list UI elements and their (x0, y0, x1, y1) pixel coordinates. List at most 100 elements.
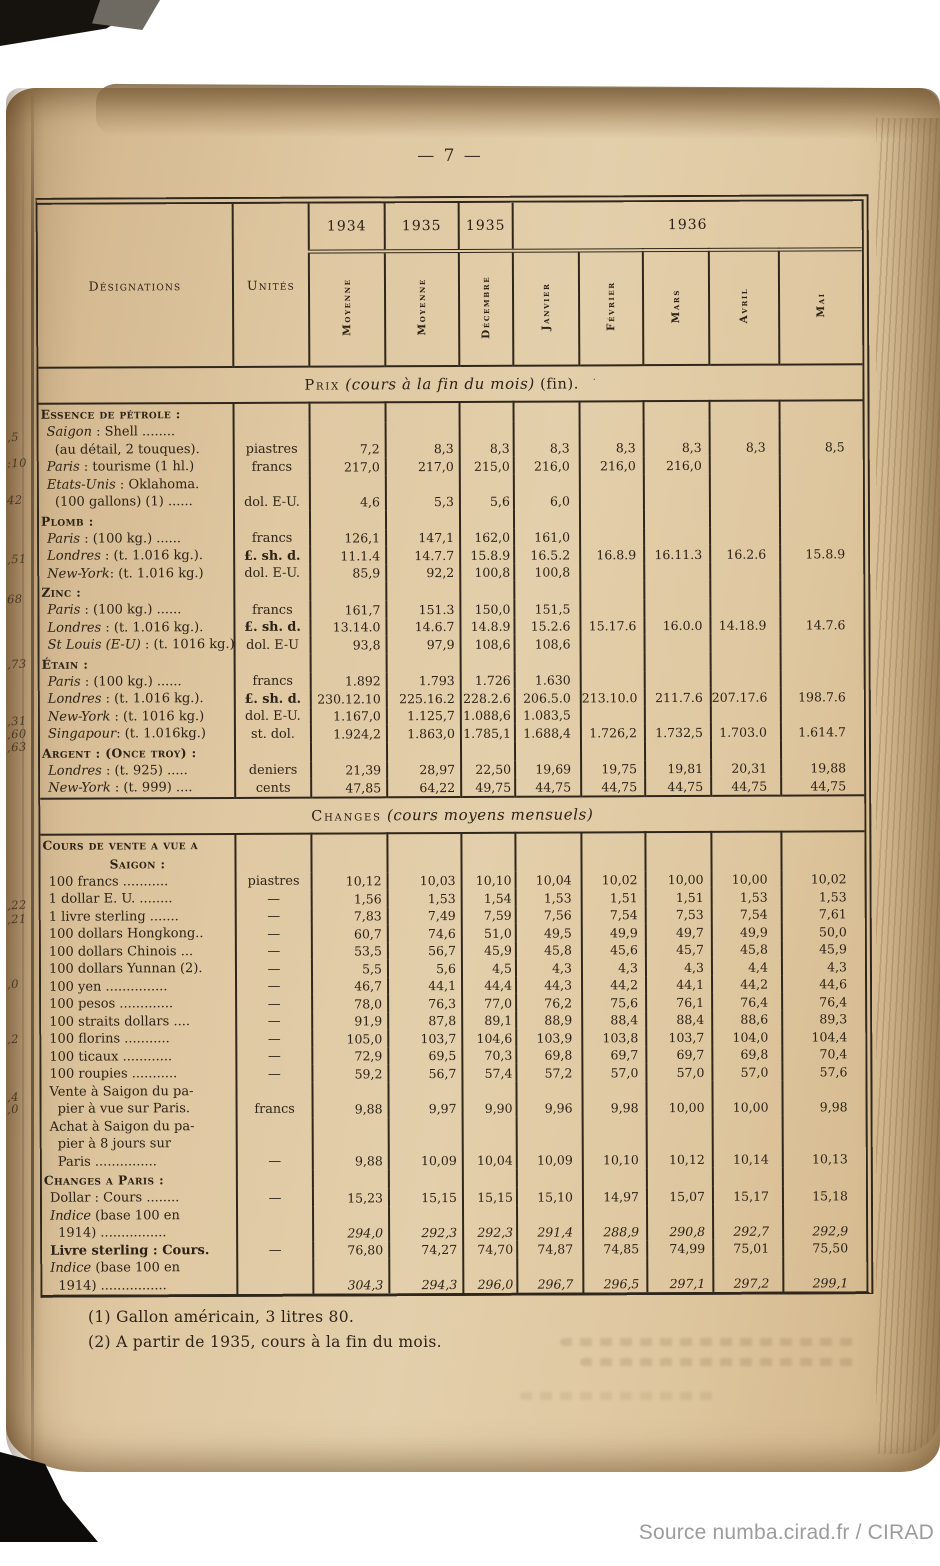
row-unit: — (236, 1188, 314, 1207)
value-cell (780, 633, 864, 652)
value-cell (386, 741, 462, 761)
row-unit: — (235, 942, 312, 960)
value-cell: 147,1 (386, 528, 461, 547)
value-cell: 9,97 (388, 1081, 463, 1117)
value-cell: 15,23 (312, 1188, 390, 1207)
value-cell: 1.630 (514, 670, 581, 689)
row-label: 100 ticaux ............ (49, 1048, 173, 1065)
value-cell: 7,56 (515, 905, 582, 924)
section-band-row: Prix (cours à la fin du mois) (fin). · (38, 364, 863, 404)
value-cell (309, 402, 386, 423)
section-title: Prix (cours à la fin du mois) (fin). · (38, 364, 863, 404)
row-label: Londres : (t. 1.016 kg.). (47, 619, 204, 636)
value-cell: 1,53 (515, 888, 582, 907)
value-cell (309, 509, 387, 530)
value-cell: 216,0 (513, 456, 580, 475)
value-cell: 304,3 (313, 1258, 390, 1294)
value-cell: 10,13 (782, 1114, 866, 1168)
value-cell: 292,9 (783, 1203, 867, 1240)
value-cell: 44,2 (712, 975, 783, 993)
value-cell (580, 599, 645, 617)
value-cell: 72,9 (312, 1046, 389, 1065)
value-cell: 10,09 (388, 1116, 463, 1170)
table-data-row: Saigon : Shell ........ (au détail, 2 tou… (39, 420, 863, 459)
row-unit: francs (233, 457, 310, 476)
value-cell: 88,4 (582, 1010, 647, 1029)
value-cell: 19,75 (581, 759, 646, 778)
value-cell: 104,4 (782, 1027, 866, 1046)
value-cell: 1.732,5 (644, 722, 711, 741)
value-cell (709, 473, 780, 509)
year-1935b: 1935 (458, 202, 513, 251)
row-label: New-York : (t. 999) .... (48, 780, 193, 796)
value-cell (579, 473, 644, 509)
value-cell: 15,07 (646, 1186, 714, 1205)
value-cell: 8,5 (779, 420, 863, 456)
value-cell: 97,9 (386, 634, 461, 653)
value-cell: 57,4 (462, 1063, 517, 1082)
row-label: Indice (base 100 en 1914) ...............… (50, 1260, 181, 1294)
value-cell: 150,0 (460, 599, 515, 618)
value-cell: 215,0 (459, 456, 514, 475)
value-cell: 76,4 (782, 992, 866, 1011)
row-label: New-York : (t. 1016 kg.) (47, 708, 205, 725)
value-cell (709, 455, 780, 474)
row-label: Paris : tourisme (1 hl.) (46, 459, 195, 475)
value-cell (710, 651, 781, 671)
value-cell: 75,50 (783, 1238, 867, 1257)
value-cell (710, 670, 781, 688)
row-label: Dollar : Cours ........ (49, 1190, 180, 1206)
facing-page-fragment: 68 (6, 591, 23, 607)
value-cell (644, 562, 711, 581)
value-cell: 92,2 (386, 563, 461, 582)
value-cell: 1.726,2 (580, 723, 645, 741)
value-cell: 88,6 (712, 1010, 783, 1028)
value-cell: 103,7 (646, 1027, 713, 1046)
value-cell: 105,0 (312, 1029, 389, 1048)
value-cell: 104,6 (462, 1028, 517, 1047)
value-cell (580, 527, 645, 546)
value-cell (710, 633, 781, 652)
value-cell: 19,69 (515, 759, 582, 778)
value-cell: 44,3 (516, 975, 583, 994)
value-cell: 89,1 (462, 1011, 517, 1029)
value-cell: 5,3 (385, 474, 460, 510)
value-cell: 161,0 (514, 527, 581, 546)
value-cell: 104,0 (712, 1027, 783, 1046)
value-cell: 15.8.9 (460, 545, 515, 564)
table-group-row: Cours de vente a vue a Saigon : (40, 830, 865, 874)
value-cell: 53,5 (311, 941, 388, 960)
facing-page-fragment: ,5 (6, 429, 20, 445)
value-cell (460, 652, 515, 672)
row-unit (233, 402, 310, 423)
col-header-designations: Désignations (88, 277, 182, 294)
value-cell: 10,14 (712, 1115, 783, 1168)
gutter-fold-line (31, 96, 34, 1464)
value-cell: 44,75 (781, 776, 865, 796)
value-cell: 45,9 (781, 939, 865, 958)
table-data-row: Achat à Saigon du pa-pier à 8 jours sur P… (42, 1114, 866, 1171)
facing-page-fragment: :10 (6, 455, 28, 471)
value-cell: 4,3 (515, 958, 583, 977)
value-cell: 151.3 (386, 599, 461, 618)
row-label: 100 dollars Chinois ... (48, 943, 194, 960)
table-data-row: Vente à Saigon du pa-pier à vue sur Pari… (41, 1079, 866, 1119)
row-label: Londres : (t. 1.016 kg.). (47, 548, 204, 564)
value-cell (310, 581, 387, 601)
book-page (6, 88, 940, 1472)
value-cell: 1.863,0 (386, 723, 461, 742)
value-cell: 10,12 (311, 871, 388, 890)
value-cell: 15.2.6 (514, 616, 581, 635)
value-cell: 8,3 (643, 420, 710, 457)
value-cell: 7,53 (645, 905, 712, 924)
row-unit (233, 510, 311, 530)
value-cell: 75,6 (582, 993, 647, 1011)
value-cell: 207.17.6 (710, 687, 781, 706)
value-cell (580, 670, 645, 689)
value-cell (779, 455, 863, 474)
value-cell: 228.2.6 (460, 688, 515, 707)
section-band-row: Changes (cours moyens mensuels) (40, 794, 865, 835)
value-cell: 49,5 (515, 923, 582, 942)
value-cell: 108,6 (460, 634, 515, 653)
